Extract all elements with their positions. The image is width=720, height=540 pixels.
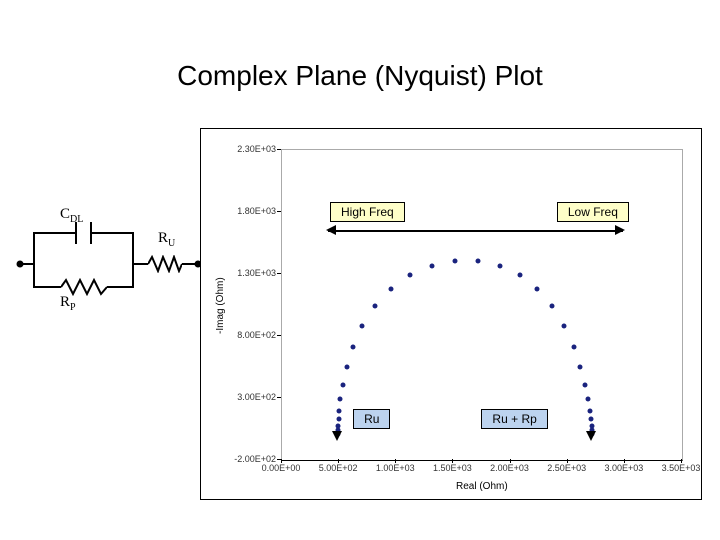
x-axis-label: Real (Ohm) [456, 481, 508, 492]
x-tick [567, 459, 568, 463]
x-tick-label: 3.00E+03 [596, 463, 651, 473]
circuit-wire [20, 263, 34, 265]
circuit-diagram: CDL RU RP [20, 218, 200, 328]
data-point [549, 304, 554, 309]
x-tick-label: 2.00E+03 [482, 463, 537, 473]
circuit-wire [33, 232, 35, 288]
y-tick-label: 1.80E+03 [221, 206, 276, 216]
data-point [583, 382, 588, 387]
data-point [408, 273, 413, 278]
circuit-wire [35, 286, 61, 288]
y-tick-label: 8.00E+02 [221, 330, 276, 340]
x-tick-label: 1.50E+03 [425, 463, 480, 473]
y-tick [277, 335, 281, 336]
tag-ru: Ru [353, 409, 390, 429]
x-tick-label: 0.00E+00 [254, 463, 309, 473]
data-point [336, 423, 341, 428]
arrow-head-right-icon [615, 225, 625, 235]
label-cdl: CDL [60, 206, 83, 225]
circuit-wire [35, 232, 75, 234]
label-rp: RP [60, 294, 76, 313]
data-point [562, 324, 567, 329]
data-point [588, 408, 593, 413]
label-ru: RU [158, 230, 175, 249]
data-point [498, 263, 503, 268]
tag-high-freq: High Freq [330, 202, 405, 222]
arrow-down-icon [586, 431, 596, 441]
data-point [336, 417, 341, 422]
circuit-wire [132, 232, 134, 288]
x-tick-label: 5.00E+02 [311, 463, 366, 473]
data-point [452, 258, 457, 263]
y-tick-label: 2.30E+03 [221, 144, 276, 154]
circuit-wire [107, 286, 132, 288]
tag-low-freq: Low Freq [557, 202, 629, 222]
circuit-wire [182, 263, 198, 265]
x-tick-label: 2.50E+03 [539, 463, 594, 473]
x-tick [281, 459, 282, 463]
circuit-wire [92, 232, 132, 234]
y-axis-label: -Imag (Ohm) [215, 277, 226, 334]
x-tick [338, 459, 339, 463]
data-point [517, 273, 522, 278]
y-tick [277, 211, 281, 212]
resistor-rp [61, 278, 107, 296]
arrow-down-icon [332, 431, 342, 441]
page-title: Complex Plane (Nyquist) Plot [0, 60, 720, 92]
data-point [429, 263, 434, 268]
y-tick [277, 397, 281, 398]
data-point [351, 345, 356, 350]
x-tick-label: 1.00E+03 [368, 463, 423, 473]
y-tick [277, 273, 281, 274]
data-point [344, 365, 349, 370]
data-point [372, 304, 377, 309]
y-tick [277, 149, 281, 150]
x-tick [624, 459, 625, 463]
data-point [475, 258, 480, 263]
data-point [340, 382, 345, 387]
freq-arrow [328, 230, 623, 232]
data-point [337, 408, 342, 413]
x-tick [395, 459, 396, 463]
x-tick [681, 459, 682, 463]
y-tick-label: 1.30E+03 [221, 268, 276, 278]
data-point [338, 397, 343, 402]
data-point [535, 287, 540, 292]
data-point [586, 397, 591, 402]
data-point [571, 345, 576, 350]
data-point [388, 287, 393, 292]
data-point [578, 365, 583, 370]
arrow-head-left-icon [326, 225, 336, 235]
x-tick [452, 459, 453, 463]
chart-frame: -Imag (Ohm) Real (Ohm) -2.00E+023.00E+02… [200, 128, 702, 500]
circuit-wire [134, 263, 148, 265]
resistor-ru [148, 255, 182, 273]
y-tick-label: 3.00E+02 [221, 392, 276, 402]
x-tick-label: 3.50E+03 [654, 463, 709, 473]
capacitor-plate [90, 222, 92, 244]
data-point [589, 417, 594, 422]
capacitor-plate [75, 222, 77, 244]
x-tick [510, 459, 511, 463]
data-point [360, 324, 365, 329]
tag-rurp: Ru + Rp [481, 409, 547, 429]
